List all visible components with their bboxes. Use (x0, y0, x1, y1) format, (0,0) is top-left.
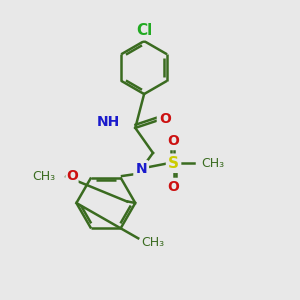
Text: O: O (168, 134, 179, 148)
Text: NH: NH (97, 115, 120, 129)
Text: CH₃: CH₃ (202, 157, 225, 170)
Text: O: O (159, 112, 171, 126)
Text: O: O (66, 169, 78, 184)
Text: S: S (168, 156, 179, 171)
Text: CH₃: CH₃ (141, 236, 164, 249)
Text: O: O (168, 180, 179, 194)
Text: CH₃: CH₃ (33, 170, 56, 183)
Text: N: N (135, 162, 147, 176)
Text: Cl: Cl (136, 23, 152, 38)
